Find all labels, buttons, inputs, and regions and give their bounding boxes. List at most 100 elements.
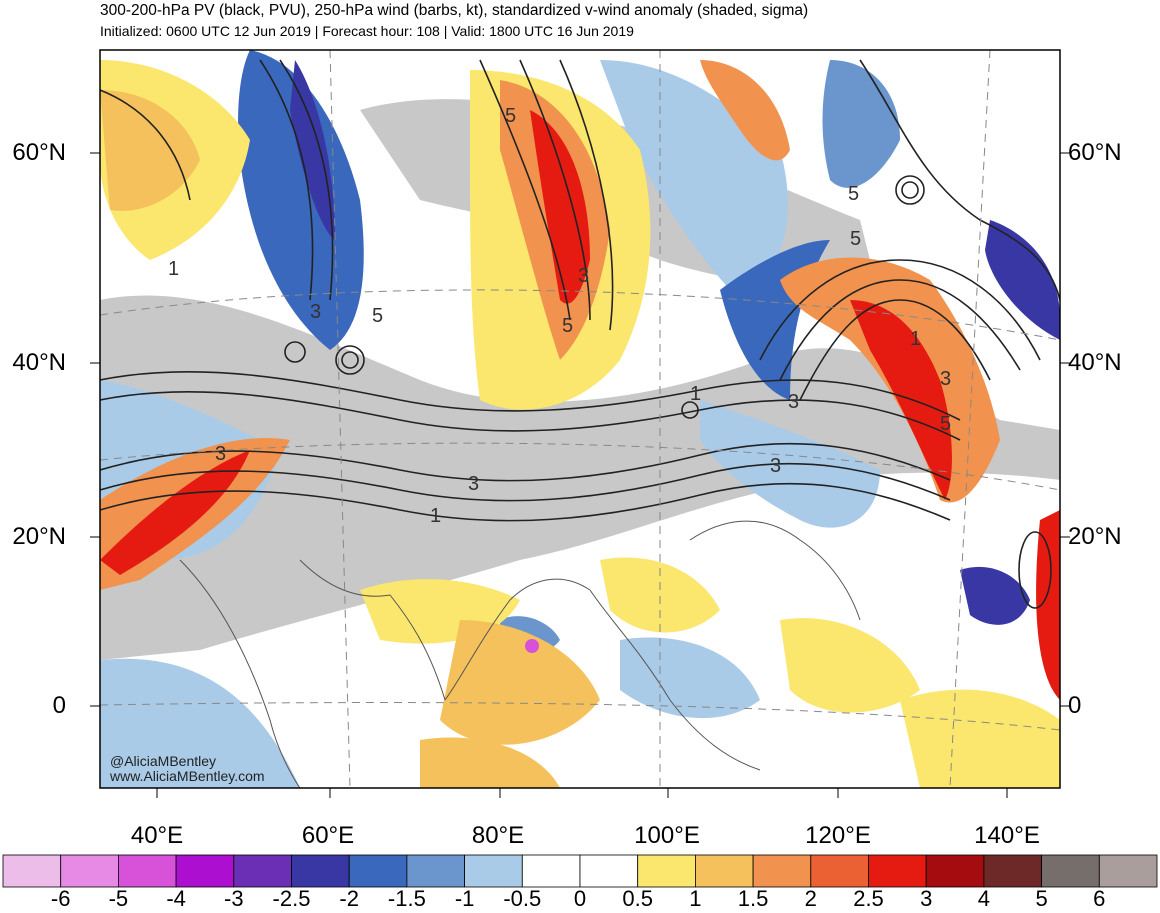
anomaly-yellow [600, 557, 720, 633]
colorbar-swatch [983, 854, 1043, 888]
anomaly-yellow [900, 689, 1060, 788]
anomaly-orange [100, 90, 200, 211]
credit-url: www.AliciaMBentley.com [110, 768, 265, 784]
contour-labels: 3 5 3 5 1 3 3 1 3 5 5 5 3 3 1 1 5 [168, 105, 951, 527]
anomaly-red [1036, 510, 1060, 700]
contour-label: 5 [850, 228, 861, 250]
colorbar-swatch [521, 854, 581, 888]
lon-label: 100°E [634, 822, 700, 849]
contour-label: 3 [940, 368, 951, 390]
coastlines [179, 520, 861, 788]
contour-label: 1 [430, 505, 441, 527]
colorbar-label: -2.5 [272, 886, 311, 911]
lat-label-left: 0 [52, 692, 66, 719]
anomaly-orange [440, 620, 600, 745]
colorbar-swatch [291, 854, 350, 888]
lon-label: 80°E [471, 822, 525, 849]
map-subtitle: Initialized: 0600 UTC 12 Jun 2019 | Fore… [100, 23, 634, 39]
axis-ticks [90, 152, 1070, 798]
graticule [100, 50, 1060, 788]
colorbar-swatch [2, 854, 62, 888]
anomaly-blue [985, 220, 1060, 340]
anomaly-red [530, 110, 590, 304]
lat-label-left: 20°N [12, 523, 66, 550]
colorbar-swatch [60, 854, 119, 888]
colorbar-label: -1.5 [387, 886, 426, 911]
lat-label-left: 40°N [12, 349, 66, 376]
colorbar-label: -4 [166, 886, 186, 911]
map-title: 300-200-hPa PV (black, PVU), 250-hPa win… [100, 2, 809, 19]
colorbar-swatch [175, 854, 235, 888]
anomaly-blue [290, 60, 335, 240]
anomaly-orange [420, 737, 560, 788]
lon-label: 60°E [301, 822, 355, 849]
colorbar-label: 4 [977, 886, 991, 911]
contour-label: 3 [578, 265, 589, 287]
anomaly-red [850, 300, 952, 500]
anomaly-blue [100, 658, 300, 788]
colorbar-swatch [695, 854, 754, 888]
colorbar-label: -3 [224, 886, 244, 911]
colorbar [2, 854, 1158, 888]
colorbar-label: 1 [689, 886, 702, 911]
contour-label: 1 [168, 258, 179, 280]
grey-region [100, 295, 1060, 660]
lon-label: 120°E [805, 822, 871, 849]
lat-label-right: 60°N [1068, 139, 1122, 166]
lon-label: 140°E [974, 822, 1040, 849]
colorbar-swatch [810, 854, 869, 888]
colorbar-label: -5 [108, 886, 129, 911]
colorbar-label: -0.5 [503, 886, 542, 911]
anomaly-blue [960, 566, 1030, 625]
anomaly-orange [700, 60, 790, 161]
colorbar-label: 5 [1035, 886, 1048, 911]
shading-layer [100, 50, 1060, 788]
colorbar-label: -2 [339, 886, 359, 911]
colorbar-swatch [868, 854, 927, 888]
colorbar-swatch [1098, 854, 1158, 888]
anomaly-blue [620, 637, 760, 719]
colorbar-label: 0.5 [622, 886, 653, 911]
contour-label: 3 [788, 391, 799, 413]
colorbar-label: 2.5 [853, 886, 884, 911]
lat-label-right: 40°N [1068, 349, 1122, 376]
contour-label: 3 [468, 473, 479, 495]
contour-label: 3 [215, 443, 226, 465]
contour-label: 5 [372, 305, 383, 327]
contour-label: 5 [505, 105, 516, 127]
contour-label: 5 [940, 413, 951, 435]
colorbar-label: 2 [804, 886, 817, 911]
map-frame [99, 49, 1061, 789]
colorbar-swatch [348, 854, 408, 888]
colorbar-swatch [925, 854, 985, 888]
colorbar-label: -1 [454, 886, 475, 911]
contour-label: 1 [910, 328, 921, 350]
credit-handle: @AliciaMBentley [110, 753, 217, 769]
colorbar-swatch [752, 854, 812, 888]
colorbar-swatch [233, 854, 292, 888]
colorbar-label: 3 [920, 886, 933, 911]
colorbar-swatch [464, 854, 523, 888]
lat-label-right: 20°N [1068, 523, 1122, 550]
colorbar-label: 0 [573, 886, 587, 911]
anomaly-purple [525, 639, 539, 653]
colorbar-swatch [1041, 854, 1100, 888]
lat-label-left: 60°N [12, 139, 66, 166]
contour-label: 1 [690, 383, 701, 405]
lon-label: 40°E [130, 822, 184, 849]
colorbar-swatch [118, 854, 177, 888]
pv-contours [100, 59, 1060, 609]
contour-label: 3 [770, 455, 781, 477]
colorbar-swatch [406, 854, 465, 888]
colorbar-label: 6 [1093, 886, 1106, 911]
contour-label: 5 [562, 315, 573, 337]
colorbar-label: -6 [50, 886, 71, 911]
colorbar-swatch [637, 854, 696, 888]
lat-label-right: 0 [1068, 692, 1082, 719]
colorbar-swatch [579, 854, 639, 888]
anomaly-yellow [780, 618, 920, 713]
anomaly-red [100, 450, 250, 575]
colorbar-label: 1.5 [737, 886, 769, 911]
contour-label: 5 [848, 183, 859, 205]
